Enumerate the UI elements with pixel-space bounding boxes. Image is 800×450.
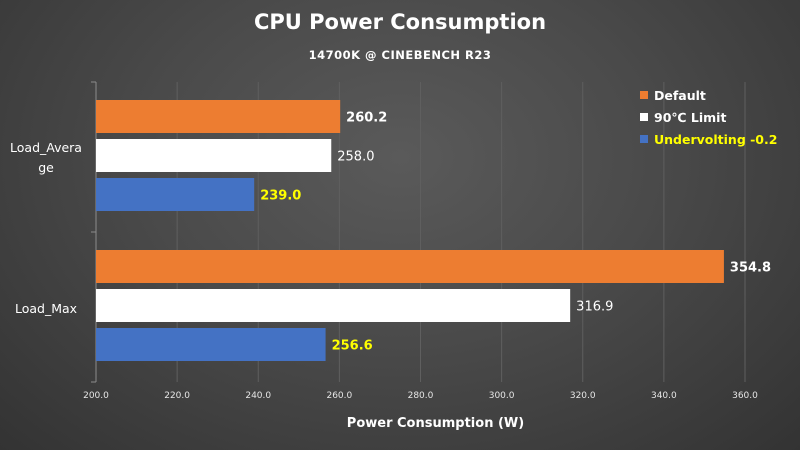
chart-legend: Default 90℃ Limit Undervolting -0.2	[640, 84, 777, 150]
x-tick-label: 240.0	[245, 391, 271, 401]
x-tick-label: 280.0	[408, 391, 434, 401]
legend-label: Default	[654, 87, 706, 103]
bar	[96, 100, 341, 133]
legend-label: Undervolting -0.2	[654, 131, 778, 147]
x-tick-label: 220.0	[164, 391, 190, 401]
legend-item: Undervolting -0.2	[640, 128, 777, 150]
category-label: ge	[38, 160, 54, 175]
bar-value-label: 258.0	[337, 150, 374, 165]
x-tick-label: 300.0	[489, 391, 515, 401]
legend-swatch	[640, 113, 648, 121]
bar	[96, 250, 724, 283]
bar-value-label: 260.2	[346, 111, 387, 126]
bar-value-label: 354.8	[730, 261, 771, 276]
x-axis-title: Power Consumption (W)	[347, 416, 524, 431]
bar	[96, 289, 571, 322]
legend-label: 90℃ Limit	[654, 109, 727, 125]
x-tick-label: 260.0	[326, 391, 352, 401]
legend-item: Default	[640, 84, 777, 106]
x-tick-label: 340.0	[651, 391, 677, 401]
bar	[96, 178, 255, 211]
bar	[96, 139, 332, 172]
x-tick-label: 200.0	[83, 391, 109, 401]
bar-value-label: 239.0	[260, 189, 301, 204]
legend-swatch	[640, 91, 648, 99]
category-label: Load_Avera	[10, 140, 82, 155]
legend-item: 90℃ Limit	[640, 106, 777, 128]
bar-value-label: 316.9	[576, 300, 613, 315]
x-tick-label: 320.0	[570, 391, 596, 401]
legend-swatch	[640, 135, 648, 143]
bar-value-label: 256.6	[332, 339, 373, 354]
chart-title: CPU Power Consumption	[253, 10, 547, 34]
chart-subtitle: 14700K @ CINEBENCH R23	[308, 48, 492, 62]
category-label: Load_Max	[15, 301, 77, 316]
bar	[96, 328, 326, 361]
x-tick-label: 360.0	[732, 391, 758, 401]
